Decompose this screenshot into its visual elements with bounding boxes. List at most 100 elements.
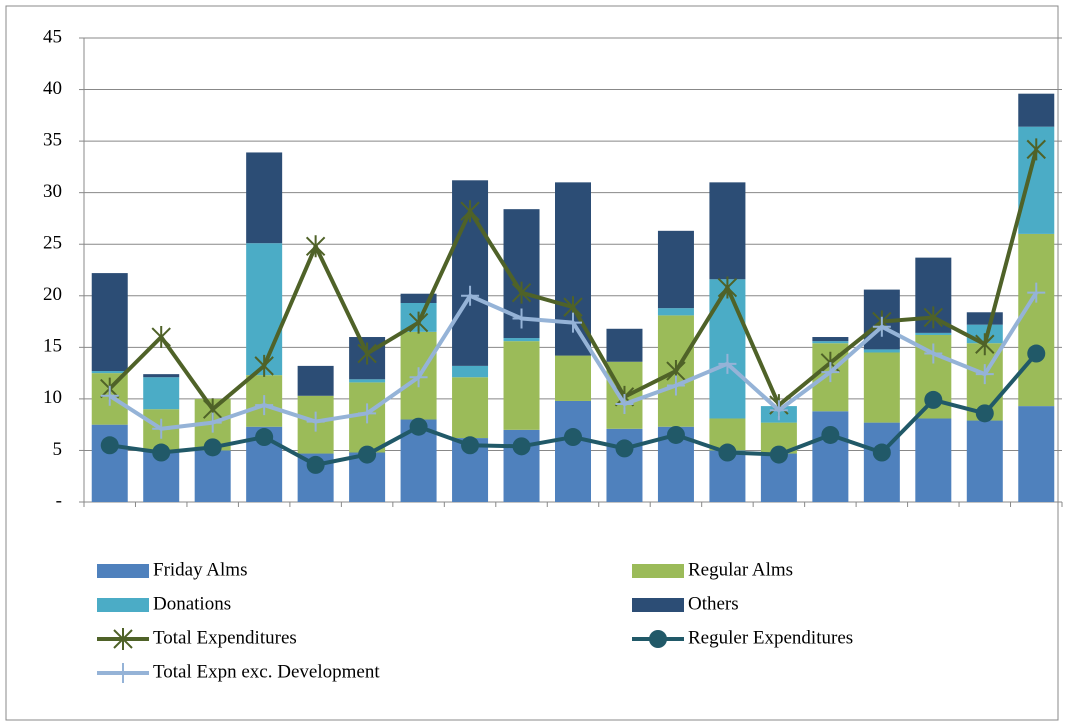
- legend-swatch: [97, 598, 149, 612]
- bar-segment: [91, 371, 128, 374]
- legend-label: Reguler Expenditures: [688, 627, 853, 648]
- line-marker: [615, 439, 634, 458]
- line-marker: [408, 311, 429, 334]
- y-tick-label: 40: [43, 78, 62, 99]
- bar-segment: [503, 338, 540, 342]
- bar-segment: [915, 418, 952, 502]
- bar-segment: [91, 273, 128, 372]
- line-marker: [255, 395, 274, 416]
- y-tick-label: 35: [43, 129, 62, 150]
- bar-segment: [812, 411, 849, 502]
- line-marker: [615, 394, 634, 415]
- line-marker: [718, 353, 737, 374]
- line-marker: [114, 663, 132, 683]
- line-marker: [152, 443, 171, 462]
- legend-label: Friday Alms: [153, 559, 247, 580]
- line-marker: [511, 281, 532, 304]
- bar-segment: [1018, 233, 1055, 407]
- line-marker: [460, 200, 480, 223]
- legend-swatch: [632, 564, 684, 578]
- legend-swatch: [97, 564, 149, 578]
- line-marker: [357, 342, 377, 365]
- line-marker: [769, 445, 788, 464]
- bar-segment: [452, 377, 489, 439]
- line-marker: [113, 628, 133, 650]
- line-marker: [306, 411, 325, 432]
- legend-label: Others: [688, 593, 739, 614]
- line-marker: [1027, 282, 1046, 303]
- line-marker: [923, 306, 944, 329]
- line-marker: [872, 443, 891, 462]
- line-marker: [152, 418, 171, 439]
- bar-segment: [555, 400, 591, 502]
- bar-segment: [966, 420, 1003, 502]
- bar-segment: [246, 152, 283, 244]
- line-marker: [254, 354, 274, 377]
- legend-label: Total Expenditures: [153, 627, 297, 648]
- bar-segment: [297, 365, 334, 396]
- y-tick-label: 5: [53, 439, 63, 460]
- line-marker: [151, 326, 171, 349]
- bar-segment: [91, 424, 128, 502]
- bar-segment: [246, 243, 283, 376]
- line-marker: [305, 235, 326, 258]
- line-marker: [975, 364, 994, 385]
- line-marker: [358, 445, 377, 464]
- bar-segment: [863, 349, 900, 353]
- line-marker: [1027, 344, 1046, 363]
- y-tick-label: 25: [43, 233, 62, 254]
- y-tick-label: 15: [43, 336, 62, 357]
- bar-segment: [400, 293, 437, 303]
- line-marker: [409, 367, 428, 388]
- bar-segment: [657, 230, 694, 309]
- bar-segment: [812, 337, 849, 342]
- line-marker: [203, 438, 222, 457]
- line-marker: [821, 362, 840, 383]
- line-marker: [461, 436, 480, 455]
- line-marker: [1026, 138, 1046, 161]
- y-tick-label: 20: [43, 284, 62, 305]
- legend-label: Donations: [153, 593, 231, 614]
- line-marker: [872, 316, 891, 337]
- y-tick-label: 30: [43, 181, 62, 202]
- y-tick-label: -: [56, 490, 62, 511]
- bar-segment: [503, 341, 540, 430]
- line-marker: [564, 428, 582, 447]
- bar-segment: [812, 341, 849, 344]
- line-marker: [975, 404, 994, 423]
- bar-segment: [915, 332, 952, 335]
- bar-segment: [1018, 93, 1055, 127]
- line-marker: [975, 333, 995, 356]
- line-marker: [717, 276, 738, 299]
- bar-segment: [709, 279, 746, 419]
- line-marker: [821, 425, 840, 444]
- line-marker: [255, 428, 274, 447]
- line-marker: [924, 390, 943, 409]
- line-marker: [306, 455, 325, 474]
- y-tick-label: 10: [43, 387, 62, 408]
- line-marker: [718, 443, 737, 462]
- line-marker: [924, 343, 943, 364]
- legend-swatch: [632, 598, 684, 612]
- bar-segment: [143, 374, 180, 378]
- line-marker: [409, 417, 428, 436]
- line-marker: [512, 308, 531, 329]
- bar-segment: [863, 422, 900, 502]
- bar-segment: [452, 365, 489, 378]
- line-marker: [769, 400, 788, 421]
- line-marker: [564, 312, 582, 333]
- bar-segment: [657, 308, 694, 316]
- line-marker: [100, 436, 119, 455]
- line-marker: [649, 630, 667, 648]
- line-marker: [100, 385, 119, 406]
- bar-segment: [349, 379, 386, 383]
- bar-segment: [863, 352, 900, 423]
- legend-label: Regular Alms: [688, 559, 793, 580]
- line-marker: [203, 412, 222, 433]
- bar-segment: [194, 450, 231, 502]
- line-marker: [512, 437, 531, 456]
- bar-segment: [143, 377, 180, 410]
- line-marker: [666, 425, 685, 444]
- line-marker: [461, 285, 480, 306]
